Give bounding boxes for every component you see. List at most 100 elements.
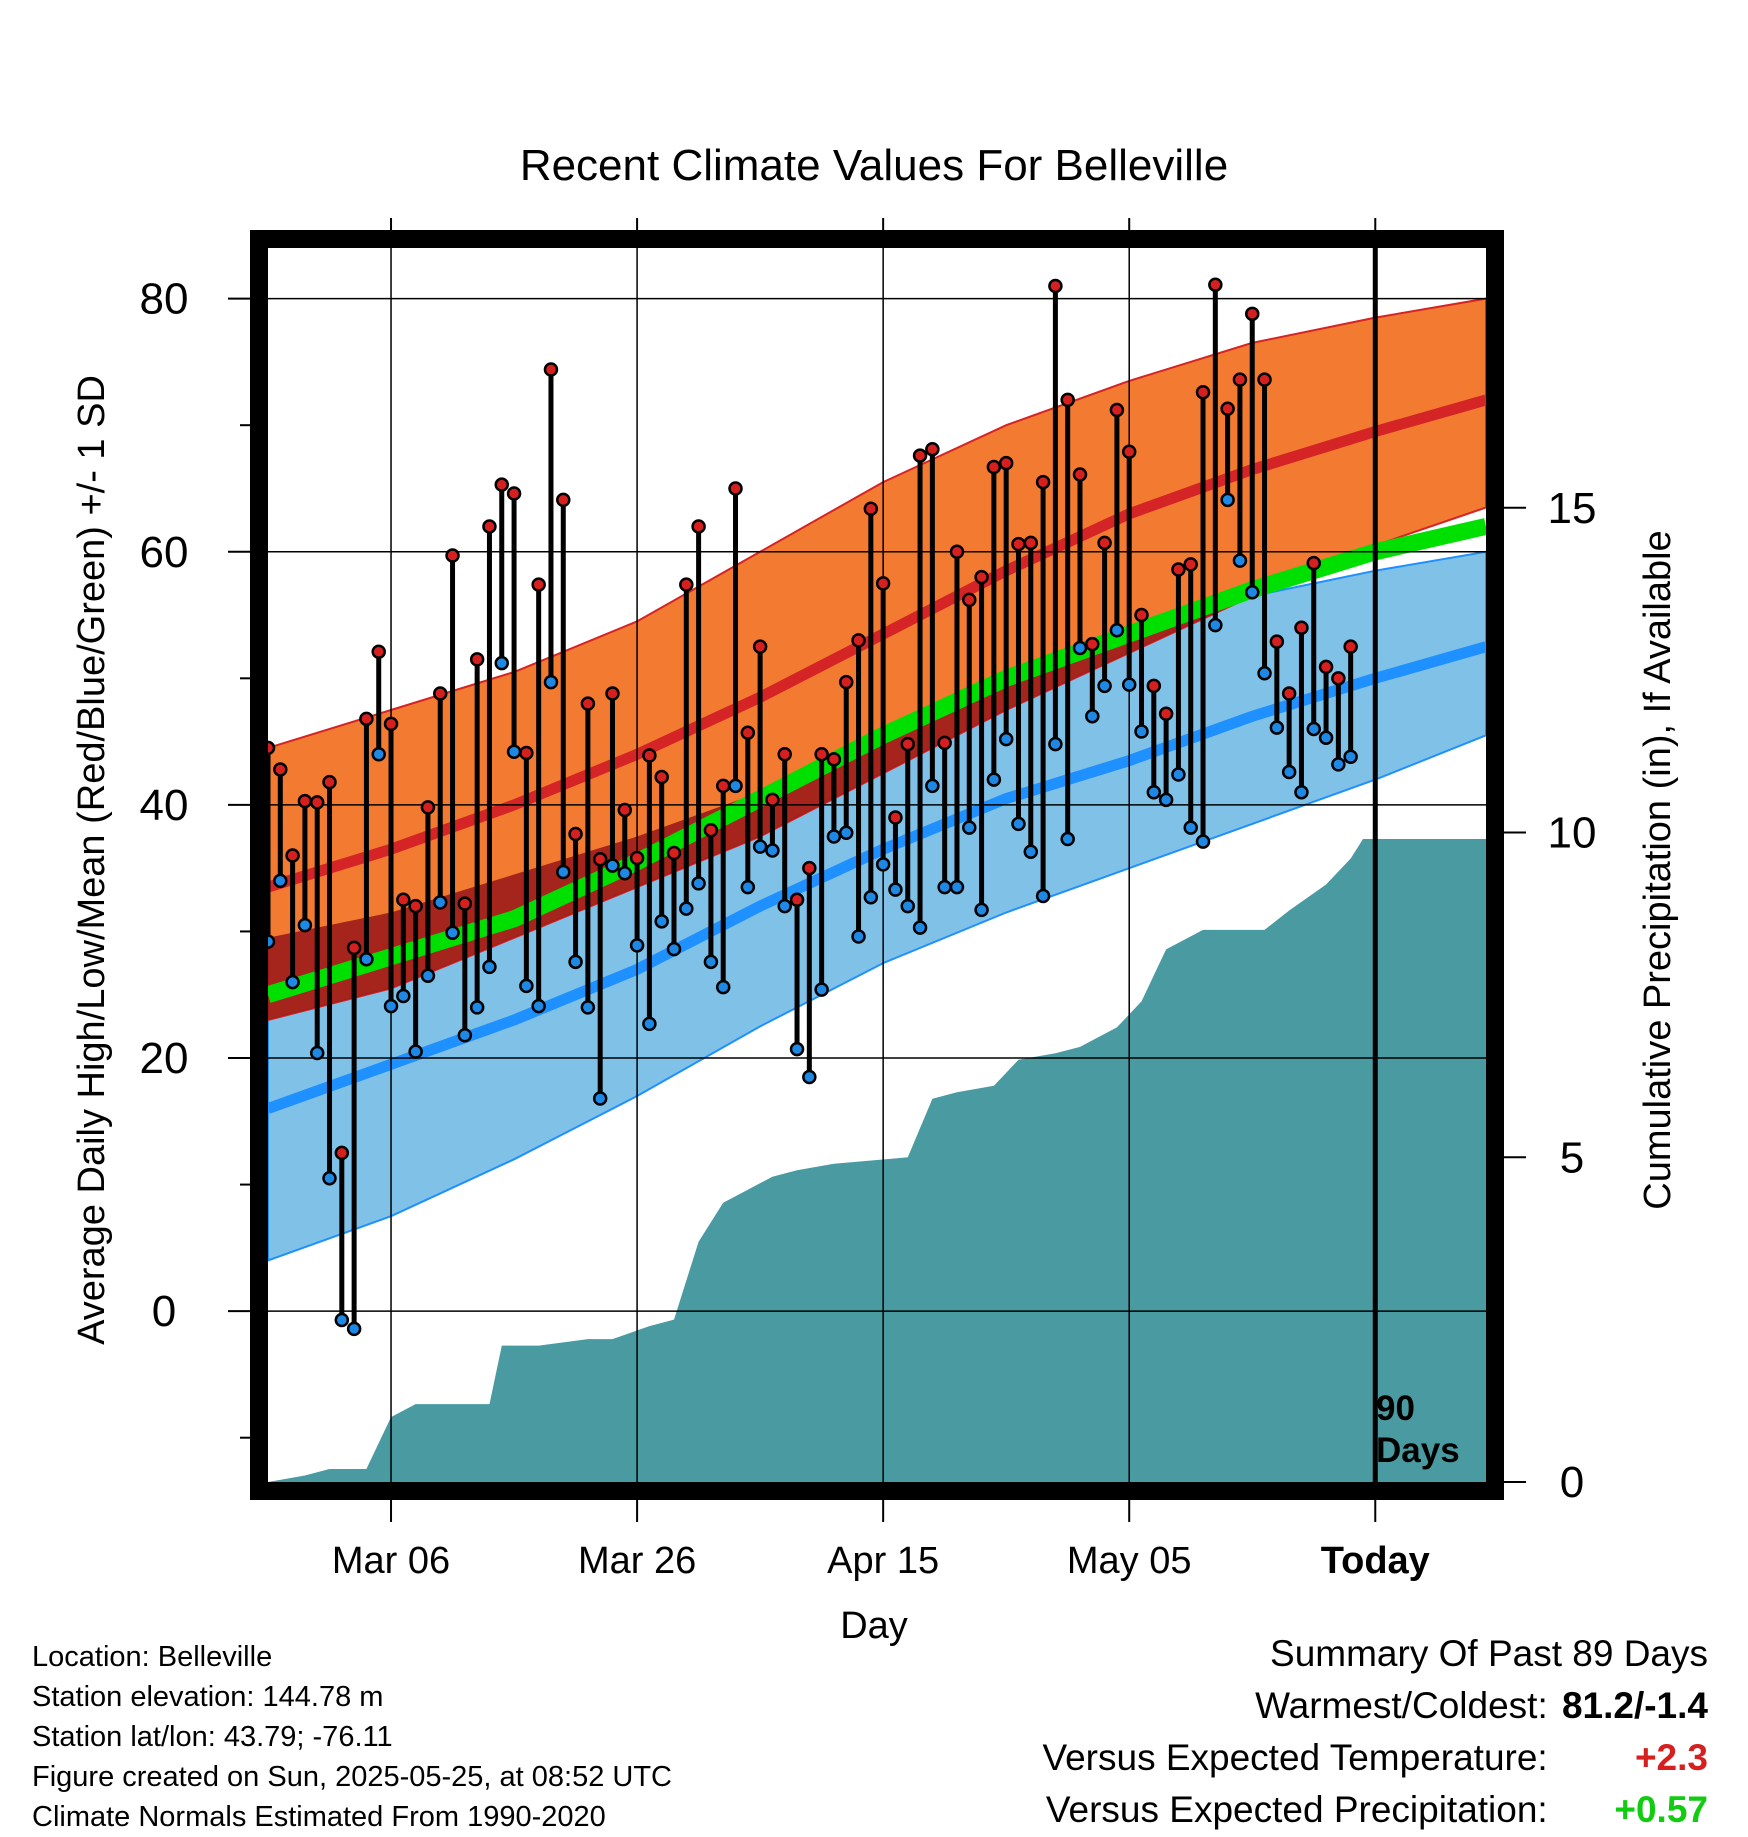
- daily-low-point: [1183, 820, 1198, 835]
- daily-high-point: [962, 592, 977, 608]
- daily-low-point: [1343, 749, 1358, 765]
- today-label-line1: 90: [1376, 1389, 1415, 1428]
- x-tick-label: Today: [1321, 1540, 1430, 1582]
- y2-tick-label: 10: [1548, 809, 1597, 858]
- x-axis-label: Day: [840, 1605, 908, 1647]
- daily-high-point: [334, 1145, 350, 1161]
- daily-high-point: [543, 362, 559, 377]
- daily-low-point: [642, 1016, 657, 1032]
- daily-low-point: [900, 898, 916, 914]
- daily-low-point: [949, 879, 965, 895]
- daily-low-point: [482, 959, 497, 975]
- daily-low-point: [1195, 834, 1211, 849]
- daily-low-point: [445, 925, 460, 940]
- daily-high-point: [863, 501, 879, 516]
- daily-low-point: [543, 674, 559, 690]
- daily-high-point: [1281, 686, 1297, 701]
- summary-panel: Summary Of Past 89 Days Warmest/Coldest:…: [1042, 1628, 1708, 1836]
- daily-high-point: [1146, 678, 1162, 694]
- daily-low-point: [1281, 764, 1297, 780]
- y2-axis-label: Cumulative Precipitation (in), If Availa…: [1637, 530, 1679, 1209]
- daily-high-point: [457, 896, 473, 911]
- daily-high-point: [802, 860, 817, 876]
- daily-low-point: [986, 772, 1002, 787]
- daily-high-point: [396, 892, 411, 908]
- daily-low-point: [1306, 721, 1322, 737]
- daily-low-point: [285, 974, 300, 990]
- daily-low-point: [1171, 767, 1186, 782]
- daily-high-point: [1183, 557, 1198, 572]
- daily-low-point: [1121, 677, 1137, 692]
- daily-low-point: [765, 843, 780, 858]
- daily-low-point: [912, 920, 928, 935]
- daily-high-point: [986, 459, 1002, 475]
- daily-high-point: [826, 752, 842, 767]
- y-tick-label: 0: [152, 1287, 176, 1336]
- daily-low-point: [371, 747, 386, 762]
- station-info: Location: Belleville Station elevation: …: [32, 1637, 672, 1837]
- daily-high-point: [1220, 401, 1235, 416]
- daily-high-point: [556, 492, 571, 508]
- band-overlap: [268, 551, 1486, 1020]
- daily-high-point: [383, 716, 399, 732]
- daily-high-point: [814, 747, 829, 762]
- y-tick-label: 20: [140, 1034, 189, 1083]
- daily-high-point: [1097, 535, 1112, 551]
- y-tick-label: 40: [140, 781, 189, 830]
- y2-tick-label: 5: [1560, 1133, 1584, 1182]
- created-text: Figure created on Sun, 2025-05-25, at 08…: [32, 1761, 672, 1793]
- daily-high-point: [408, 898, 423, 914]
- daily-low-point: [346, 1321, 362, 1337]
- daily-low-point: [691, 876, 706, 891]
- daily-high-point: [728, 481, 743, 496]
- daily-low-point: [826, 829, 842, 844]
- daily-low-point: [1146, 784, 1162, 800]
- daily-low-point: [309, 1045, 325, 1061]
- daily-low-point: [1072, 640, 1088, 656]
- daily-high-point: [1158, 706, 1174, 722]
- daily-high-point: [1171, 562, 1186, 577]
- daily-low-point: [666, 941, 682, 957]
- daily-low-point: [802, 1069, 817, 1085]
- daily-low-point: [851, 929, 866, 944]
- daily-low-point: [715, 979, 731, 995]
- daily-high-point: [494, 477, 510, 492]
- daily-high-point: [1060, 392, 1075, 408]
- today-label-line2: Days: [1376, 1431, 1460, 1470]
- daily-low-point: [383, 998, 399, 1014]
- temp-label: Versus Expected Temperature:: [1042, 1737, 1548, 1778]
- daily-high-point: [297, 793, 313, 809]
- daily-high-point: [1208, 277, 1223, 292]
- daily-low-point: [359, 952, 374, 967]
- daily-high-point: [838, 674, 854, 690]
- daily-high-point: [1085, 636, 1100, 652]
- daily-low-point: [679, 901, 694, 916]
- daily-high-point: [642, 748, 657, 763]
- daily-low-point: [1085, 709, 1100, 724]
- daily-high-point: [432, 686, 448, 701]
- daily-high-point: [1011, 536, 1026, 552]
- daily-high-point: [1269, 634, 1285, 649]
- daily-low-point: [322, 1170, 337, 1186]
- daily-low-point: [789, 1041, 805, 1057]
- daily-low-point: [396, 988, 411, 1004]
- temp-value: +2.3: [1634, 1737, 1708, 1778]
- daily-low-point: [740, 879, 756, 895]
- daily-low-point: [494, 655, 510, 671]
- x-tick-label: Mar 06: [332, 1540, 450, 1582]
- daily-high-point: [1048, 278, 1063, 294]
- daily-low-point: [888, 882, 903, 897]
- daily-high-point: [974, 569, 989, 585]
- daily-low-point: [1269, 720, 1285, 735]
- daily-low-point: [1208, 617, 1223, 633]
- daily-low-point: [1331, 757, 1346, 772]
- daily-low-point: [617, 865, 633, 881]
- daily-high-point: [679, 577, 694, 592]
- daily-low-point: [1109, 622, 1125, 638]
- daily-high-point: [1023, 535, 1039, 551]
- x-tick-label: May 05: [1067, 1540, 1192, 1582]
- daily-high-point: [1331, 671, 1346, 686]
- daily-high-point: [740, 725, 756, 740]
- warmest-label: Warmest/Coldest:: [1255, 1685, 1548, 1726]
- daily-high-point: [359, 711, 374, 727]
